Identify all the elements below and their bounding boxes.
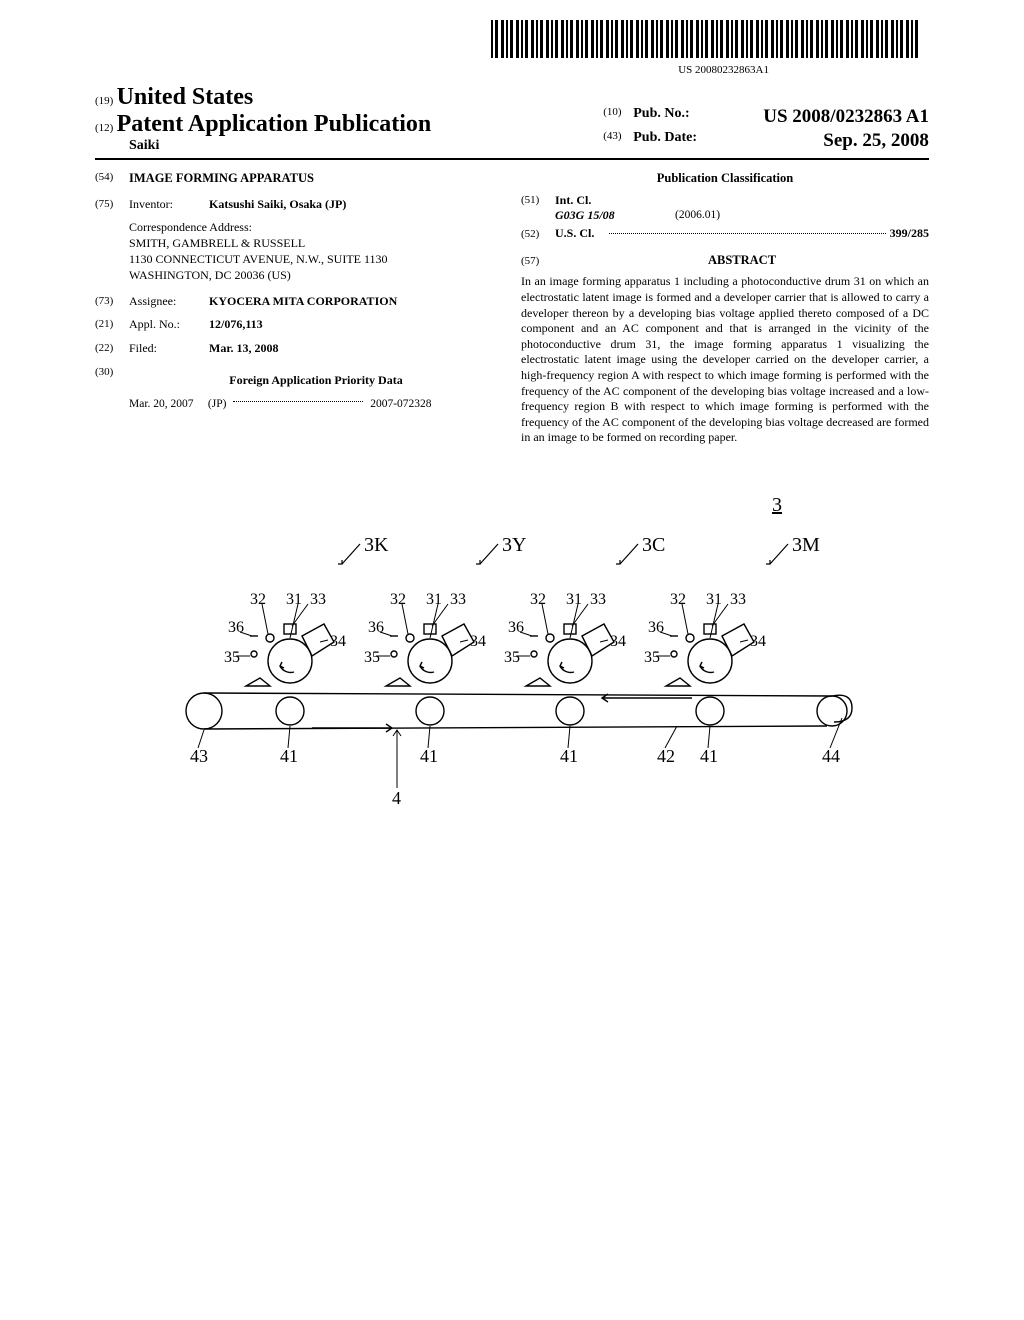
corr-line-3: WASHINGTON, DC 20036 (US)	[129, 268, 503, 284]
svg-text:34: 34	[470, 633, 486, 650]
priority-head: Foreign Application Priority Data	[129, 373, 503, 389]
fig-ref-3: 3	[772, 494, 782, 516]
fig-num-41: 41	[700, 746, 718, 766]
priority-date: Mar. 20, 2007	[129, 398, 194, 410]
code-43: (43)	[603, 130, 633, 152]
code-10: (10)	[603, 106, 633, 128]
code-22: (22)	[95, 341, 129, 357]
priority-row: Mar. 20, 2007 (JP) 2007-072328	[129, 397, 503, 412]
svg-text:35: 35	[224, 649, 240, 666]
fig-num-44: 44	[822, 746, 840, 766]
fig-num-42: 42	[657, 746, 675, 766]
body-columns: (54) IMAGE FORMING APPARATUS (75) Invent…	[95, 170, 929, 446]
fig-label-3y: 3Y	[502, 534, 526, 556]
svg-text:31: 31	[706, 591, 722, 608]
code-73: (73)	[95, 294, 129, 310]
fig-label-3k: 3K	[364, 534, 389, 556]
svg-text:34: 34	[750, 633, 766, 650]
corr-label: Correspondence Address:	[129, 220, 503, 236]
correspondence-block: Correspondence Address: SMITH, GAMBRELL …	[129, 220, 503, 283]
code-52: (52)	[521, 227, 555, 242]
fig-num-41: 41	[420, 746, 438, 766]
svg-text:32: 32	[390, 591, 406, 608]
class-head: Publication Classification	[521, 170, 929, 187]
svg-text:33: 33	[590, 591, 606, 608]
code-57: (57)	[521, 254, 555, 269]
pub-no-label: Pub. No.:	[633, 106, 763, 128]
invention-title: IMAGE FORMING APPARATUS	[129, 170, 314, 187]
pub-no: US 2008/0232863 A1	[763, 106, 929, 128]
abstract-head: ABSTRACT	[555, 252, 929, 269]
svg-text:36: 36	[368, 619, 384, 636]
header-right: (10) Pub. No.: US 2008/0232863 A1 (43) P…	[603, 106, 929, 154]
code-30: (30)	[95, 365, 129, 395]
code-12: (12)	[95, 122, 113, 134]
header-row: (19) United States (12) Patent Applicati…	[95, 84, 929, 154]
svg-text:31: 31	[426, 591, 442, 608]
filed-value: Mar. 13, 2008	[209, 341, 503, 357]
code-75: (75)	[95, 197, 129, 213]
svg-text:33: 33	[450, 591, 466, 608]
fig-num-43: 43	[190, 746, 208, 766]
svg-text:36: 36	[508, 619, 524, 636]
svg-text:32: 32	[530, 591, 546, 608]
header-left: (19) United States (12) Patent Applicati…	[95, 84, 431, 154]
pub-date: Sep. 25, 2008	[823, 130, 929, 152]
inventor-value: Katsushi Saiki, Osaka (JP)	[209, 197, 503, 213]
corr-line-1: SMITH, GAMBRELL & RUSSELL	[129, 236, 503, 252]
fig-label-3c: 3C	[642, 534, 665, 556]
author-name: Saiki	[129, 138, 431, 154]
uscl-value: 399/285	[890, 226, 929, 242]
filed-label: Filed:	[129, 341, 209, 357]
leader-dots	[233, 401, 363, 402]
svg-text:36: 36	[648, 619, 664, 636]
uscl-label: U.S. Cl.	[555, 226, 605, 242]
barcode-number: US 20080232863A1	[95, 64, 769, 76]
appl-label: Appl. No.:	[129, 317, 209, 333]
barcode-graphic	[491, 20, 921, 58]
intcl-label: Int. Cl.	[555, 193, 605, 209]
priority-country: (JP)	[208, 398, 227, 410]
abstract-text: In an image forming apparatus 1 includin…	[521, 274, 929, 446]
patent-figure: 3 3K 3Y 3C 3M 32 31 33 34 35 36 32 31 33 34 35 36 32…	[132, 486, 892, 816]
pub-type: Patent Application Publication	[117, 111, 432, 137]
code-54: (54)	[95, 170, 129, 187]
svg-text:31: 31	[566, 591, 582, 608]
header-rule	[95, 158, 929, 160]
svg-text:35: 35	[364, 649, 380, 666]
appl-no: 12/076,113	[209, 317, 503, 333]
intcl-value: G03G 15/08	[555, 208, 675, 224]
right-column: Publication Classification (51) Int. Cl.…	[521, 170, 929, 446]
left-column: (54) IMAGE FORMING APPARATUS (75) Invent…	[95, 170, 503, 446]
svg-text:33: 33	[310, 591, 326, 608]
intcl-year: (2006.01)	[675, 208, 720, 224]
barcode-block: US 20080232863A1	[95, 20, 929, 76]
fig-num-41: 41	[560, 746, 578, 766]
code-51: (51)	[521, 193, 555, 209]
svg-text:33: 33	[730, 591, 746, 608]
leader-dots	[609, 233, 886, 234]
svg-text:35: 35	[504, 649, 520, 666]
pub-date-label: Pub. Date:	[633, 130, 763, 152]
svg-text:32: 32	[670, 591, 686, 608]
code-19: (19)	[95, 95, 113, 107]
fig-label-3m: 3M	[792, 534, 820, 556]
svg-text:32: 32	[250, 591, 266, 608]
fig-num-41: 41	[280, 746, 298, 766]
inventor-label: Inventor:	[129, 197, 209, 213]
assignee-value: KYOCERA MITA CORPORATION	[209, 294, 503, 310]
priority-no: 2007-072328	[370, 398, 431, 410]
svg-text:36: 36	[228, 619, 244, 636]
fig-num-4: 4	[392, 788, 401, 808]
assignee-label: Assignee:	[129, 294, 209, 310]
figure-area: 3 3K 3Y 3C 3M 32 31 33 34 35 36 32 31 33 34 35 36 32…	[95, 486, 929, 820]
code-21: (21)	[95, 317, 129, 333]
svg-text:31: 31	[286, 591, 302, 608]
svg-text:34: 34	[330, 633, 346, 650]
country: United States	[117, 84, 254, 110]
corr-line-2: 1130 CONNECTICUT AVENUE, N.W., SUITE 113…	[129, 252, 503, 268]
svg-text:34: 34	[610, 633, 626, 650]
svg-text:35: 35	[644, 649, 660, 666]
